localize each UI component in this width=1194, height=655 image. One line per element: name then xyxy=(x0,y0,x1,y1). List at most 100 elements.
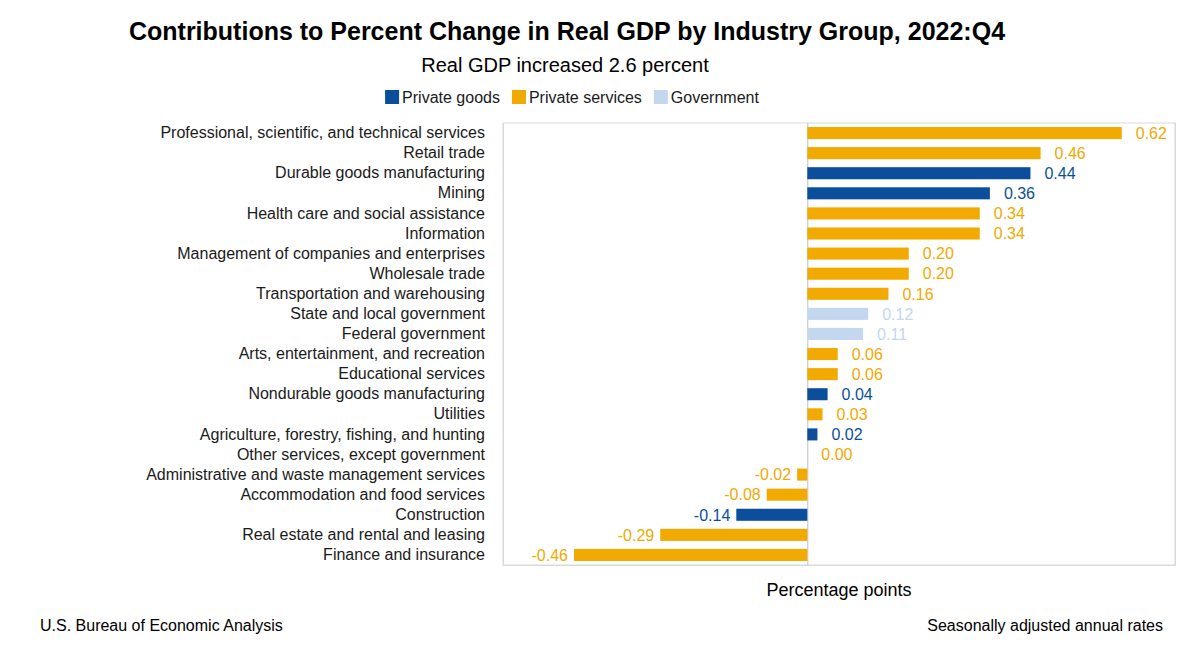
bar xyxy=(807,428,817,440)
bar xyxy=(807,288,888,300)
note: Seasonally adjusted annual rates xyxy=(927,617,1163,634)
category-label: Educational services xyxy=(338,365,485,382)
category-label: Construction xyxy=(395,506,485,523)
category-label: Finance and insurance xyxy=(323,546,485,563)
category-label: Nondurable goods manufacturing xyxy=(248,385,485,402)
plot-frame xyxy=(503,123,1175,565)
bar xyxy=(807,348,837,360)
category-label: Real estate and rental and leasing xyxy=(242,526,485,543)
data-label: 0.44 xyxy=(1044,165,1075,182)
bar xyxy=(797,469,807,481)
data-label: 0.46 xyxy=(1055,145,1086,162)
legend-label: Government xyxy=(671,89,760,106)
data-label: 0.62 xyxy=(1136,125,1167,142)
y-tick: Educational services xyxy=(338,365,503,382)
y-tick: Nondurable goods manufacturing xyxy=(248,385,503,402)
data-label: 0.16 xyxy=(902,286,933,303)
y-tick: Retail trade xyxy=(403,144,503,161)
x-axis-title: Percentage points xyxy=(766,580,911,600)
legend-label: Private services xyxy=(529,89,642,106)
legend-label: Private goods xyxy=(402,89,500,106)
legend-swatch xyxy=(654,90,668,104)
bar xyxy=(807,127,1121,139)
y-tick: State and local government xyxy=(290,305,503,322)
category-label: Other services, except government xyxy=(237,446,486,463)
bar xyxy=(807,268,908,280)
legend-item: Government xyxy=(654,89,760,106)
x-axis-line xyxy=(504,123,1176,566)
y-tick: Real estate and rental and leasing xyxy=(242,526,503,543)
bar xyxy=(807,167,1030,179)
bar xyxy=(807,227,979,239)
data-label: 0.20 xyxy=(923,265,954,282)
bar xyxy=(807,308,868,320)
category-label: Transportation and warehousing xyxy=(256,285,485,302)
bar xyxy=(807,368,837,380)
y-tick: Transportation and warehousing xyxy=(256,285,503,302)
data-label: -0.46 xyxy=(532,547,569,564)
bar xyxy=(736,509,807,521)
bar xyxy=(807,187,990,199)
bar xyxy=(807,207,979,219)
y-tick: Administrative and waste management serv… xyxy=(146,466,503,483)
y-tick: Accommodation and food services xyxy=(240,486,503,503)
category-label: Wholesale trade xyxy=(369,265,485,282)
legend-item: Private services xyxy=(512,89,642,106)
bar xyxy=(807,408,822,420)
category-label: Administrative and waste management serv… xyxy=(146,466,485,483)
data-label: 0.36 xyxy=(1004,185,1035,202)
legend-item: Private goods xyxy=(385,89,500,106)
data-label: 0.11 xyxy=(877,326,907,343)
subtitle: Real GDP increased 2.6 percent xyxy=(421,54,709,76)
category-label: Accommodation and food services xyxy=(240,486,485,503)
data-label: -0.29 xyxy=(618,527,655,544)
bar xyxy=(660,529,807,541)
category-label: Agriculture, forestry, fishing, and hunt… xyxy=(200,426,485,443)
y-axis-line xyxy=(503,124,504,566)
data-label: 0.03 xyxy=(837,406,868,423)
y-tick: Health care and social assistance xyxy=(247,205,503,222)
chart: Contributions to Percent Change in Real … xyxy=(0,0,1194,655)
y-tick: Finance and insurance xyxy=(323,546,503,563)
y-tick: Wholesale trade xyxy=(369,265,503,282)
legend: Private goods Private services Government xyxy=(385,89,759,106)
data-label: 0.02 xyxy=(831,426,862,443)
bar xyxy=(767,489,808,501)
y-tick: Construction xyxy=(395,506,503,523)
category-label: State and local government xyxy=(290,305,485,322)
y-tick: Management of companies and enterprises xyxy=(177,245,503,262)
data-label: 0.06 xyxy=(852,366,883,383)
data-label: -0.02 xyxy=(755,466,792,483)
source: U.S. Bureau of Economic Analysis xyxy=(40,617,283,634)
legend-swatch xyxy=(512,90,526,104)
category-label: Mining xyxy=(438,184,485,201)
y-tick: Federal government xyxy=(342,325,503,342)
bar xyxy=(807,328,863,340)
data-label: 0.00 xyxy=(821,446,852,463)
y-tick: Other services, except government xyxy=(237,446,503,463)
category-label: Health care and social assistance xyxy=(247,205,485,222)
y-tick: Arts, entertainment, and recreation xyxy=(239,345,503,362)
data-label: -0.08 xyxy=(724,486,761,503)
bars xyxy=(574,127,1122,561)
y-axis: Professional, scientific, and technical … xyxy=(146,124,503,566)
category-label: Federal government xyxy=(342,325,486,342)
data-label: 0.12 xyxy=(882,306,913,323)
bar xyxy=(807,448,808,460)
y-tick: Mining xyxy=(438,184,503,201)
category-label: Durable goods manufacturing xyxy=(275,164,485,181)
data-label: -0.14 xyxy=(694,507,731,524)
data-label: 0.06 xyxy=(852,346,883,363)
bar xyxy=(807,147,1040,159)
category-label: Professional, scientific, and technical … xyxy=(160,124,485,141)
category-label: Utilities xyxy=(433,405,485,422)
category-label: Management of companies and enterprises xyxy=(177,245,485,262)
y-tick: Information xyxy=(405,225,503,242)
y-tick: Agriculture, forestry, fishing, and hunt… xyxy=(200,426,503,443)
bar xyxy=(807,388,827,400)
category-label: Information xyxy=(405,225,485,242)
category-label: Retail trade xyxy=(403,144,485,161)
legend-swatch xyxy=(385,90,399,104)
y-tick: Utilities xyxy=(433,405,503,422)
data-label: 0.04 xyxy=(842,386,873,403)
